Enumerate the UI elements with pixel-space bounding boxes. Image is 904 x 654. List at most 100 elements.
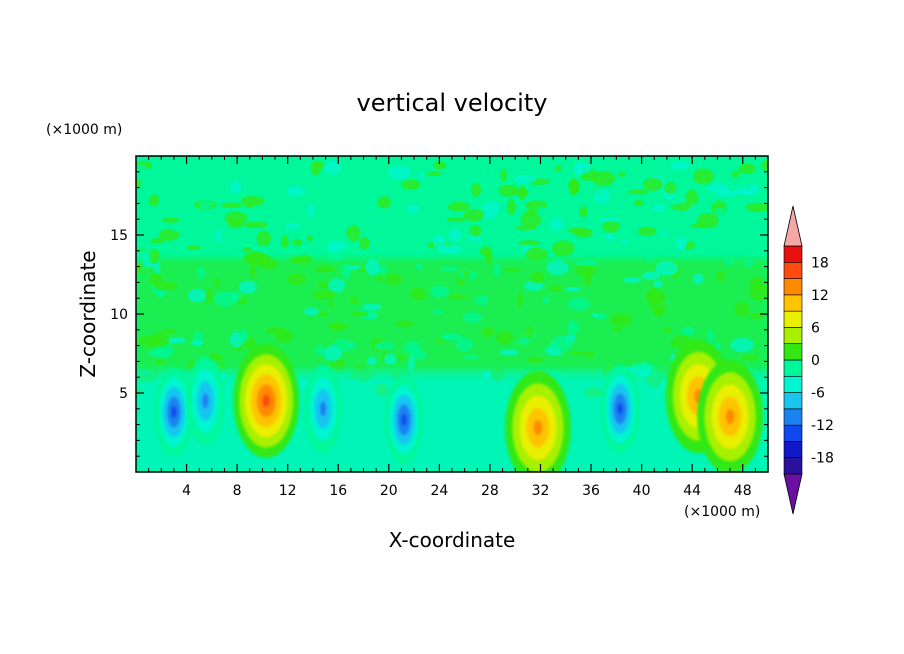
- field-speckle: [351, 311, 369, 317]
- field-speckle: [675, 194, 684, 205]
- field-speckle: [749, 276, 766, 291]
- x-tick-label: 36: [582, 483, 600, 499]
- field-speckle: [484, 249, 493, 265]
- field-speckle: [286, 273, 307, 286]
- field-speckle: [730, 337, 754, 353]
- field-speckle: [480, 213, 496, 220]
- field-speckle: [696, 212, 719, 229]
- field-speckle: [638, 226, 657, 236]
- field-speckle: [574, 264, 597, 276]
- field-speckle: [469, 224, 482, 237]
- field-speckle: [496, 238, 505, 248]
- field-speckle: [576, 222, 584, 228]
- field-speckle: [482, 201, 501, 215]
- feature-contour: [401, 414, 407, 426]
- colorbar-upper-extension: [783, 205, 803, 247]
- field-speckle: [524, 280, 544, 291]
- field-speckle: [190, 340, 204, 345]
- field-speckle: [569, 350, 587, 355]
- field-speckle: [396, 234, 410, 244]
- field-speckle: [518, 240, 542, 246]
- field-speckle: [446, 294, 469, 299]
- field-speckle: [433, 161, 447, 170]
- field-speckle: [549, 284, 563, 293]
- x-tick-label: 48: [734, 483, 752, 499]
- field-speckle: [530, 271, 545, 284]
- field-speckle: [742, 260, 754, 267]
- field-speckle: [734, 301, 750, 318]
- colorbar-bin: [783, 343, 803, 361]
- field-speckle: [685, 189, 698, 206]
- field-speckle: [462, 312, 483, 323]
- field-speckle: [328, 278, 346, 293]
- field-speckle: [500, 168, 507, 182]
- field-speckle: [218, 362, 225, 370]
- field-speckle: [154, 343, 174, 358]
- field-speckle: [195, 221, 214, 233]
- field-speckle: [388, 165, 412, 180]
- field-speckle: [525, 247, 548, 261]
- field-speckle: [591, 170, 615, 186]
- field-speckle: [310, 160, 322, 176]
- field-speckle: [481, 326, 495, 338]
- field-speckle: [555, 165, 562, 172]
- colorbar-label: -18: [811, 451, 834, 467]
- field-speckle: [436, 338, 444, 344]
- field-speckle: [550, 217, 564, 231]
- field-speckle: [520, 212, 542, 228]
- field-speckle: [546, 260, 569, 276]
- field-speckle: [286, 222, 300, 230]
- x-tick-label: 40: [633, 483, 651, 499]
- field-speckle: [493, 262, 501, 278]
- field-speckle: [733, 194, 752, 207]
- field-speckle: [303, 307, 319, 316]
- field-speckle: [376, 277, 385, 283]
- field-speckle: [410, 287, 427, 301]
- field-speckle: [407, 204, 421, 213]
- field-speckle: [330, 357, 346, 372]
- colorbar-bin: [783, 278, 803, 296]
- field-speckle: [716, 270, 726, 283]
- colorbar-bin: [783, 441, 803, 459]
- field-speckle: [240, 195, 265, 207]
- colorbar-lower-extension: [783, 473, 803, 515]
- field-speckle: [215, 228, 222, 243]
- field-speckle: [664, 182, 677, 194]
- y-tick-label: 15: [110, 228, 128, 244]
- field-speckle: [349, 296, 359, 304]
- colorbar-label: 0: [811, 353, 820, 369]
- field-speckle: [641, 271, 661, 281]
- field-speckle: [374, 341, 395, 351]
- green-band: [136, 258, 768, 378]
- field-feature: [601, 364, 640, 454]
- colorbar-bin: [783, 294, 803, 312]
- field-speckle: [142, 211, 162, 226]
- field-speckle: [274, 330, 294, 343]
- field-speckle: [660, 231, 668, 237]
- colorbar-bin: [783, 261, 803, 279]
- field-feature: [186, 356, 225, 446]
- field-speckle: [154, 281, 178, 291]
- field-feature: [505, 370, 571, 472]
- field-speckle: [327, 300, 335, 307]
- field-speckle: [317, 311, 329, 317]
- field-speckle: [395, 320, 414, 327]
- field-speckle: [463, 270, 471, 280]
- field-speckle: [592, 312, 599, 318]
- field-speckle: [519, 185, 526, 200]
- field-speckle: [224, 211, 248, 225]
- x-tick-label: 32: [532, 483, 550, 499]
- colorbar-bin: [783, 457, 803, 475]
- field-speckle: [738, 163, 756, 175]
- field-speckle: [568, 227, 589, 234]
- field-speckle: [760, 159, 768, 171]
- x-axis: 4 8 12 16 20 24 28 32 36 40 44 48: [148, 156, 756, 499]
- field-speckle: [427, 171, 442, 177]
- field-speckle: [328, 322, 349, 330]
- field-speckle: [503, 268, 520, 273]
- field-speckle: [247, 252, 270, 265]
- field-speckle: [585, 351, 595, 358]
- field-speckle: [565, 286, 581, 292]
- field-speckle: [652, 203, 666, 212]
- field-speckle: [566, 297, 591, 311]
